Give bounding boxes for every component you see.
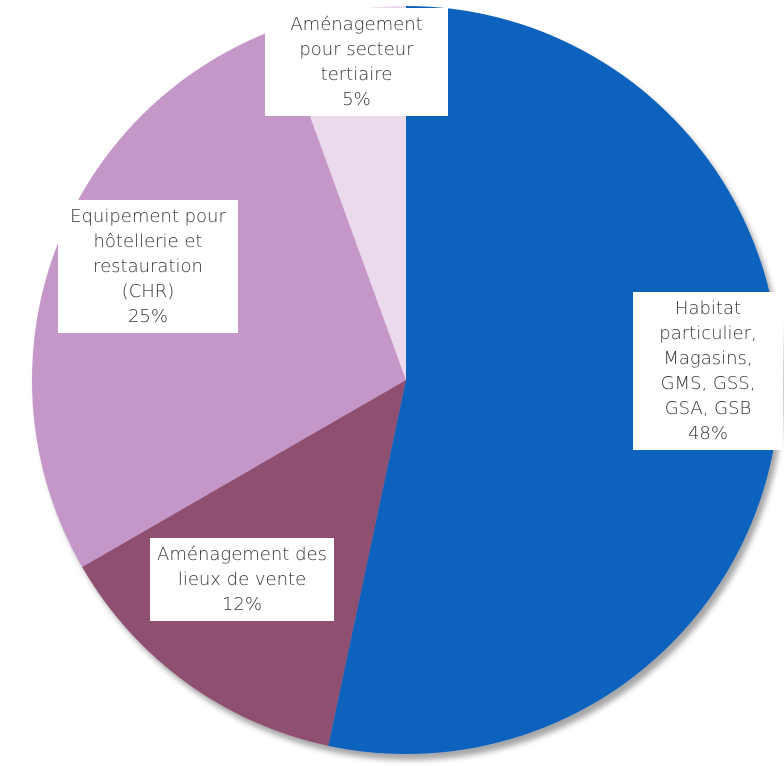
slice-value: 48% <box>687 423 728 444</box>
slice-name: Equipement pour hôtellerie et restaurati… <box>70 206 226 302</box>
data-label: Equipement pour hôtellerie et restaurati… <box>58 200 238 333</box>
data-label: Habitat particulier, Magasins, GMS, GSS,… <box>633 292 783 450</box>
slice-value: 12% <box>221 594 262 615</box>
slice-name: Aménagement des lieux de vente <box>157 544 327 590</box>
slice-value: 5% <box>342 89 371 110</box>
slice-value: 25% <box>127 306 168 327</box>
pie-slice <box>328 6 780 754</box>
data-label: Aménagement des lieux de vente 12% <box>150 538 334 621</box>
data-label: Aménagement pour secteur tertiaire 5% <box>265 8 448 116</box>
slice-name: Aménagement pour secteur tertiaire <box>290 14 423 85</box>
slice-name: Habitat particulier, Magasins, GMS, GSS,… <box>659 298 757 419</box>
